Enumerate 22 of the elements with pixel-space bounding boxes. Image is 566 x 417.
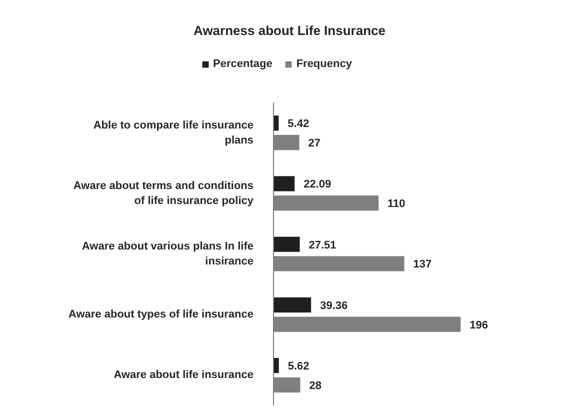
data-label: 28 [309, 380, 322, 392]
legend-label: Frequency [296, 58, 352, 70]
y-tick-label: Aware about terms and conditions of life insurance policy [73, 180, 254, 207]
y-tick-label: Aware about types of life insurance [68, 308, 254, 321]
data-label: 27.51 [308, 239, 336, 252]
data-label: 27 [308, 137, 321, 150]
bar [274, 176, 295, 192]
legend-label: Percentage [213, 58, 272, 70]
y-tick-label: Able to compare life insurance plans [93, 119, 254, 146]
data-label: 5.62 [288, 360, 310, 373]
data-label: 22.09 [304, 178, 332, 191]
bar [274, 358, 279, 374]
data-label: 110 [388, 198, 406, 210]
y-tick-label: Aware about various plans In life insirance [82, 240, 254, 268]
y-tick-label: Aware about life insurance [114, 369, 254, 382]
data-label: 5.42 [288, 118, 310, 130]
bar [274, 236, 300, 252]
data-label: 39.36 [320, 300, 348, 312]
chart-title: Awarness about Life Insurance [194, 23, 386, 38]
data-label: 137 [413, 258, 432, 271]
data-label: 196 [470, 319, 488, 332]
bar [274, 297, 312, 312]
